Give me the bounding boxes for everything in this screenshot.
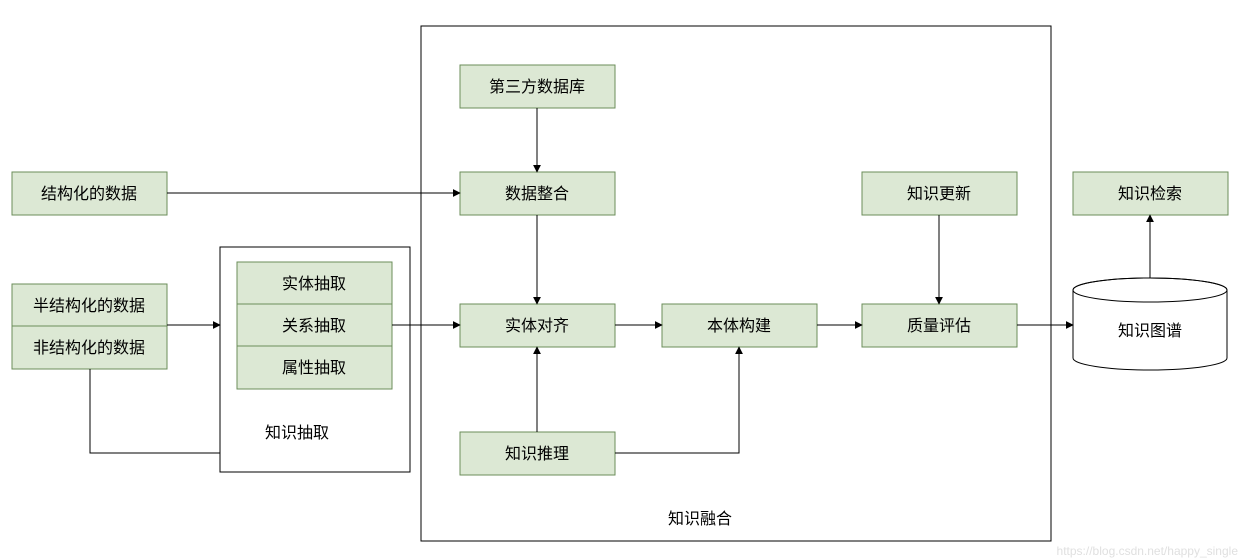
node-knowledge-update: 知识更新 <box>862 172 1017 215</box>
node-third-party-db: 第三方数据库 <box>460 65 615 108</box>
node-relation-extract: 关系抽取 <box>237 304 392 347</box>
label-entity-extract: 实体抽取 <box>282 275 346 293</box>
label-structured: 结构化的数据 <box>41 185 137 203</box>
flowchart-canvas: 结构化的数据 半结构化的数据 非结构化的数据 实体抽取 关系抽取 属性抽取 第三… <box>0 0 1243 560</box>
label-data-integrate: 数据整合 <box>505 185 569 203</box>
label-extraction-section: 知识抽取 <box>265 424 329 442</box>
node-knowledge-infer: 知识推理 <box>460 432 615 475</box>
node-ontology: 本体构建 <box>662 304 817 347</box>
node-attr-extract: 属性抽取 <box>237 346 392 389</box>
edge-infer-to-ontology <box>615 347 739 453</box>
label-knowledge-graph: 知识图谱 <box>1118 322 1182 340</box>
label-retrieval: 知识检索 <box>1118 185 1182 203</box>
label-relation-extract: 关系抽取 <box>282 317 346 335</box>
node-unstructured-data: 非结构化的数据 <box>12 326 167 369</box>
label-ontology: 本体构建 <box>707 317 771 335</box>
label-quality: 质量评估 <box>907 317 971 335</box>
node-data-integrate: 数据整合 <box>460 172 615 215</box>
node-retrieval: 知识检索 <box>1073 172 1228 215</box>
node-entity-align: 实体对齐 <box>460 304 615 347</box>
label-entity-align: 实体对齐 <box>505 317 569 335</box>
node-semi-structured-data: 半结构化的数据 <box>12 284 167 327</box>
node-entity-extract: 实体抽取 <box>237 262 392 305</box>
node-structured-data: 结构化的数据 <box>12 172 167 215</box>
label-semi-structured: 半结构化的数据 <box>33 297 145 315</box>
edge-extraction-back-to-sources <box>90 369 220 453</box>
node-quality: 质量评估 <box>862 304 1017 347</box>
label-unstructured: 非结构化的数据 <box>33 339 145 357</box>
label-fusion-section: 知识融合 <box>668 510 732 528</box>
label-knowledge-update: 知识更新 <box>907 185 971 203</box>
label-attr-extract: 属性抽取 <box>282 359 346 377</box>
label-knowledge-infer: 知识推理 <box>505 445 569 463</box>
label-third-party: 第三方数据库 <box>489 78 585 96</box>
watermark-text: https://blog.csdn.net/happy_single <box>1057 544 1239 558</box>
node-knowledge-graph-cylinder: 知识图谱 <box>1073 278 1227 370</box>
